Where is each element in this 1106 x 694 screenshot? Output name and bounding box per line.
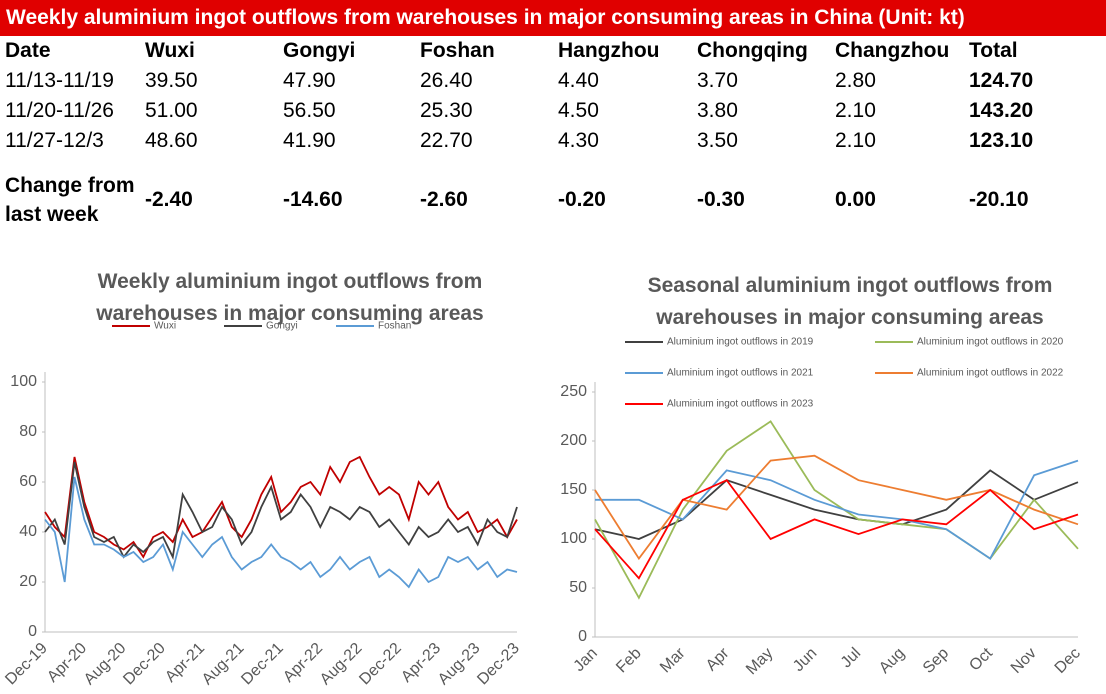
- x-tick-label: Jan: [571, 645, 601, 675]
- x-tick-label: Apr: [703, 644, 733, 674]
- table-cell: 48.60: [145, 129, 198, 152]
- y-tick-label: 200: [560, 432, 587, 449]
- legend-label: Aluminium ingot outflows in 2020: [917, 337, 1064, 348]
- chart-title: Weekly aluminium ingot outflows from war…: [96, 270, 484, 325]
- x-tick-label: Mar: [657, 644, 689, 676]
- legend-label: Aluminium ingot outflows in 2022: [917, 368, 1064, 379]
- x-tick-label: Dec-19: [2, 640, 51, 689]
- y-tick-label: 0: [578, 628, 587, 645]
- header-row: Date Wuxi Gongyi Foshan Hangzhou Chongqing Cha…: [0, 36, 1033, 66]
- table-cell: 3.80: [697, 99, 738, 122]
- x-tick-label: Dec-20: [120, 640, 169, 689]
- table-cell: -0.20: [558, 188, 606, 211]
- y-tick-label: 40: [19, 523, 37, 540]
- table-cell: Gongyi: [283, 39, 356, 62]
- table-cell: 4.50: [558, 99, 599, 122]
- data-table: Date Wuxi Gongyi Foshan Hangzhou Chongqing Cha…: [0, 36, 1033, 244]
- x-tick-label: Dec: [1052, 645, 1084, 677]
- y-tick-label: 50: [569, 579, 587, 596]
- table-row: Change from last week -2.40 -14.60 -2.60 -0.…: [0, 156, 1033, 244]
- table-cell: 22.70: [420, 129, 473, 152]
- y-tick-label: 60: [19, 473, 37, 490]
- y-tick-label: 0: [28, 623, 37, 640]
- x-tick-label: Oct: [966, 644, 996, 674]
- table-cell: 123.10: [969, 129, 1034, 152]
- table-cell: 2.10: [835, 129, 876, 152]
- table-cell: Foshan: [420, 39, 495, 62]
- table-cell: Wuxi: [145, 39, 195, 62]
- x-tick-label: Aug-21: [199, 640, 248, 689]
- y-tick-label: 250: [560, 383, 587, 400]
- x-tick-label: Aug-20: [81, 640, 130, 689]
- line-series: [595, 459, 1079, 560]
- x-tick-label: Dec-22: [356, 640, 405, 689]
- table-cell: 11/27-12/3: [5, 129, 104, 152]
- y-tick-label: 100: [560, 530, 587, 547]
- table-cell: 0.00: [835, 188, 876, 211]
- legend-label: Foshan: [378, 321, 411, 332]
- x-tick-label: Sep: [920, 645, 952, 677]
- table-cell: Chongqing: [697, 39, 808, 62]
- table-cell: -2.60: [420, 188, 468, 211]
- table-cell: 39.50: [145, 69, 198, 92]
- table-cell: 41.90: [283, 129, 336, 152]
- x-tick-label: Feb: [613, 645, 645, 677]
- x-tick-label: May: [743, 645, 776, 678]
- table-cell: Total: [969, 39, 1018, 62]
- x-tick-label: Jun: [790, 645, 820, 675]
- table-cell: Date: [5, 39, 51, 62]
- table-row: 11/20-11/26 51.00 56.50 25.30 4.50 3.80 2.10 14…: [0, 96, 1033, 126]
- table-row: 11/13-11/19 39.50 47.90 26.40 4.40 3.70 2.80 12…: [0, 66, 1033, 96]
- table-cell: 25.30: [420, 99, 473, 122]
- table-cell: 11/20-11/26: [5, 99, 114, 122]
- y-tick-label: 20: [19, 573, 37, 590]
- table-row: 11/27-12/3 48.60 41.90 22.70 4.30 3.50 2.10 123…: [0, 126, 1033, 156]
- chart-title: Seasonal aluminium ingot outflows from w…: [647, 274, 1053, 329]
- table-cell: 143.20: [969, 99, 1034, 122]
- line-series: [44, 455, 518, 559]
- table-cell: 2.80: [835, 69, 876, 92]
- table-cell: 3.70: [697, 69, 738, 92]
- legend-label: Wuxi: [154, 321, 176, 332]
- table-cell: 4.30: [558, 129, 599, 152]
- x-tick-label: Aug-23: [435, 640, 484, 689]
- table-cell: 124.70: [969, 69, 1034, 92]
- x-tick-label: Dec-23: [474, 640, 523, 689]
- line-series: [594, 454, 1079, 561]
- table-cell: 4.40: [558, 69, 599, 92]
- table-cell: -2.40: [145, 188, 193, 211]
- legend-label: Aluminium ingot outflows in 2021: [667, 368, 814, 379]
- x-tick-label: Nov: [1008, 645, 1040, 677]
- table-cell: 51.00: [145, 99, 198, 122]
- line-series: [44, 476, 518, 589]
- legend-label: Aluminium ingot outflows in 2019: [667, 337, 814, 348]
- x-tick-label: Jul: [838, 645, 864, 671]
- legend-label: Gongyi: [266, 321, 298, 332]
- line-series: [594, 479, 1079, 580]
- x-tick-label: Aug: [876, 645, 908, 677]
- table-cell: 26.40: [420, 69, 473, 92]
- y-tick-label: 150: [560, 481, 587, 498]
- table-cell: Changzhou: [835, 39, 950, 62]
- table-cell: 56.50: [283, 99, 336, 122]
- legend-label: Aluminium ingot outflows in 2023: [667, 399, 814, 410]
- page-title: Weekly aluminium ingot outflows from war…: [0, 0, 1106, 36]
- table-cell: 2.10: [835, 99, 876, 122]
- x-tick-label: Dec-21: [238, 640, 287, 689]
- table-cell: Hangzhou: [558, 39, 660, 62]
- table-cell: -20.10: [969, 188, 1029, 211]
- table-cell: 3.50: [697, 129, 738, 152]
- table-cell: Change from last week: [5, 174, 135, 226]
- y-tick-label: 80: [19, 423, 37, 440]
- line-series: [594, 420, 1079, 600]
- x-tick-label: Aug-22: [317, 640, 366, 689]
- table-cell: -14.60: [283, 188, 343, 211]
- table-cell: -0.30: [697, 188, 745, 211]
- y-tick-label: 100: [10, 373, 37, 390]
- table-cell: 47.90: [283, 69, 336, 92]
- table-cell: 11/13-11/19: [5, 69, 114, 92]
